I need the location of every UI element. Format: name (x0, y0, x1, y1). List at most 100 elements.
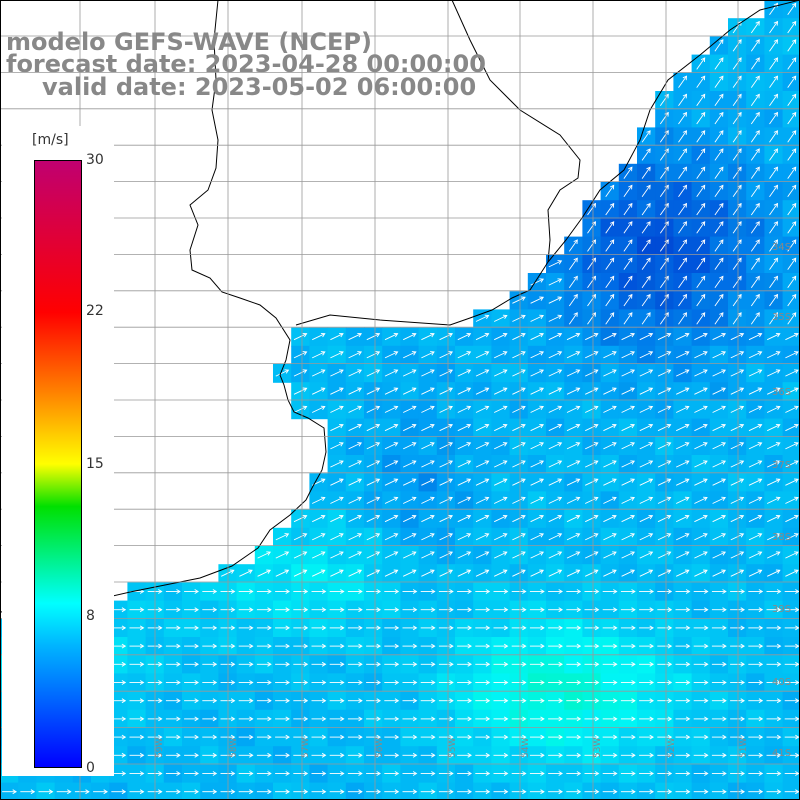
wind-arrow (621, 514, 636, 523)
wind-arrow (184, 643, 199, 649)
wind-arrow (766, 589, 782, 594)
wind-arrow (766, 698, 782, 704)
wind-arrow (639, 569, 654, 577)
wind-arrow (676, 551, 690, 559)
wind-arrow (750, 184, 760, 198)
wind-arrow (730, 752, 745, 758)
wind-arrow (767, 387, 781, 395)
wind-arrow (457, 607, 472, 613)
wind-arrow (676, 369, 690, 377)
wind-arrow (566, 405, 581, 413)
wind-arrow (694, 514, 708, 523)
wind-arrow (711, 661, 727, 667)
wind-arrow (641, 257, 651, 270)
wind-arrow (603, 405, 617, 413)
wind-arrow (605, 221, 615, 234)
wind-arrow (548, 478, 563, 486)
wind-arrow (384, 405, 399, 413)
wind-arrow (220, 661, 236, 667)
wind-arrow (275, 661, 290, 667)
wind-arrow (330, 551, 344, 559)
wind-arrow (621, 442, 636, 450)
wind-arrow (311, 589, 327, 594)
wind-arrow (767, 533, 781, 541)
wind-arrow (712, 332, 727, 341)
wind-arrow (330, 460, 344, 468)
wind-arrow (750, 130, 760, 143)
wind-arrow (548, 752, 563, 758)
wind-arrow (165, 752, 181, 758)
wind-arrow (585, 551, 599, 559)
wind-arrow (620, 661, 636, 667)
wind-arrow (438, 734, 454, 740)
wind-arrow (750, 93, 760, 107)
wind-arrow (312, 569, 326, 577)
wind-arrow (730, 405, 745, 413)
wind-arrow (585, 478, 599, 486)
wind-arrow (712, 478, 727, 486)
wind-arrow (421, 387, 435, 395)
wind-arrow (548, 423, 563, 432)
wind-arrow (366, 771, 381, 776)
wind-arrow (238, 680, 254, 685)
wind-arrow (767, 551, 781, 559)
wind-arrow (220, 643, 236, 649)
wind-arrow (238, 589, 254, 594)
wind-arrow (711, 716, 727, 722)
wind-arrow (312, 514, 326, 523)
wind-arrow (693, 734, 709, 740)
wind-arrow (493, 607, 509, 613)
wind-arrow (678, 293, 688, 307)
wind-arrow (676, 423, 690, 432)
wind-arrow (312, 332, 326, 341)
wind-arrow (366, 661, 381, 667)
wind-arrow (184, 625, 199, 631)
wind-arrow (403, 514, 417, 523)
wind-arrow (730, 771, 745, 776)
wind-arrow (512, 314, 526, 322)
wind-arrow (620, 752, 636, 758)
wind-arrow (438, 607, 454, 613)
wind-arrow (566, 332, 581, 341)
wind-arrow (457, 442, 472, 450)
wind-arrow (584, 716, 600, 722)
wind-arrow (657, 789, 673, 795)
wind-arrow (129, 734, 145, 740)
wind-arrow (639, 551, 654, 559)
wind-arrow (512, 514, 526, 523)
wind-arrow (220, 625, 236, 631)
wind-arrow (603, 496, 617, 504)
wind-arrow (530, 278, 545, 286)
wind-arrow (494, 423, 508, 432)
wind-arrow (475, 716, 491, 722)
wind-arrow (748, 589, 764, 594)
wind-arrow (457, 734, 472, 740)
wind-arrow (748, 680, 764, 685)
wind-arrow (366, 387, 381, 395)
wind-arrow (732, 39, 742, 52)
wind-arrow (787, 111, 797, 125)
wind-arrow (641, 184, 651, 198)
wind-arrow (348, 423, 363, 432)
wind-arrow (256, 625, 272, 631)
wind-arrow (330, 332, 344, 341)
wind-arrow (568, 293, 578, 307)
wind-arrow (529, 734, 545, 740)
wind-arrow (748, 789, 764, 795)
wind-arrow (566, 771, 582, 776)
wind-arrow (787, 221, 797, 234)
wind-arrow (675, 643, 691, 649)
wind-arrow (457, 387, 472, 395)
wind-arrow (511, 734, 527, 740)
wind-arrow (493, 589, 509, 594)
wind-arrow (457, 496, 472, 504)
wind-arrow (529, 661, 545, 667)
wind-arrow (767, 369, 781, 377)
wind-arrow (730, 369, 745, 377)
wind-arrow (366, 625, 381, 631)
longitude-label: 56W (375, 738, 385, 758)
wind-arrow (693, 698, 709, 704)
wind-arrow (585, 351, 599, 359)
wind-arrow (785, 533, 799, 541)
wind-arrow (566, 607, 582, 613)
